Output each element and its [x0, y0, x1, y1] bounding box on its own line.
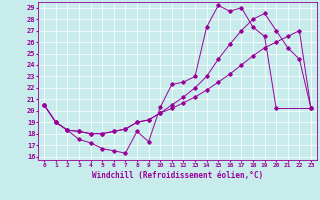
X-axis label: Windchill (Refroidissement éolien,°C): Windchill (Refroidissement éolien,°C) [92, 171, 263, 180]
